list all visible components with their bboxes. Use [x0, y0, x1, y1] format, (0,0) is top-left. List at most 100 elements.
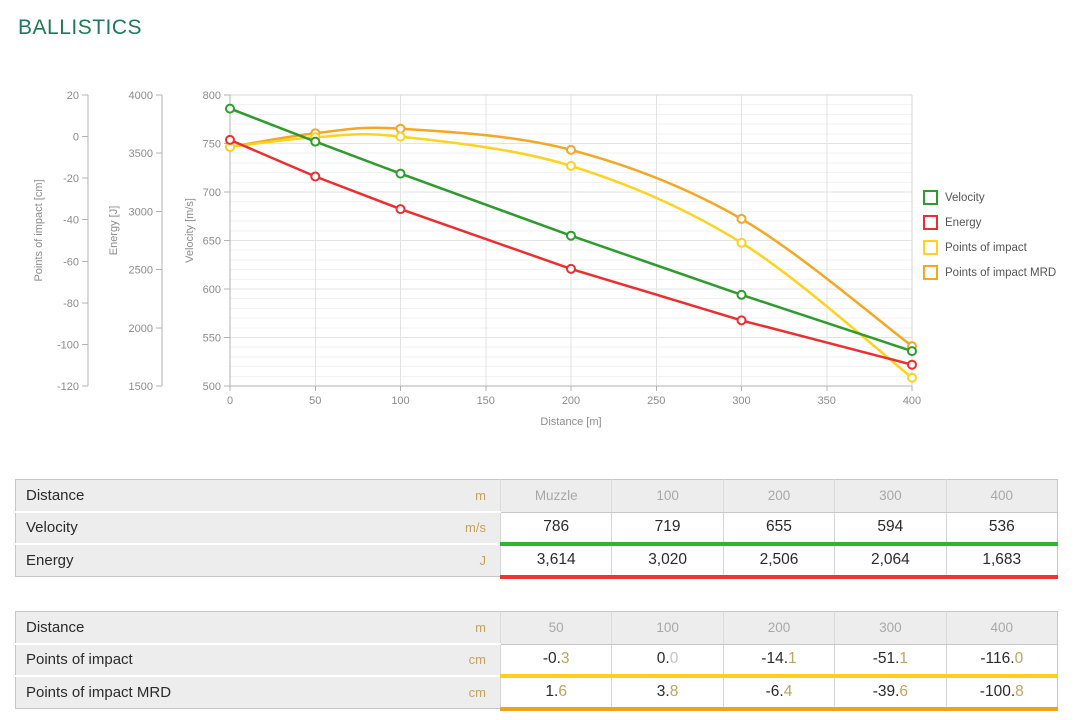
- marker-velocity-200[interactable]: [566, 230, 576, 241]
- marker-energy-400[interactable]: [907, 359, 917, 370]
- y-tick-label: 20: [67, 90, 79, 102]
- row-unit: m: [438, 611, 501, 645]
- value-decimal-part: 6: [558, 683, 567, 700]
- legend-swatch-icon: [923, 265, 938, 280]
- value-integer-part: -6.: [765, 683, 784, 700]
- legend-label: Points of impact: [945, 241, 1027, 254]
- x-tick-label: 50: [309, 395, 321, 407]
- y-tick-label: 2000: [129, 323, 153, 335]
- series-line-energy: [228, 138, 914, 366]
- y-tick-label: -20: [63, 173, 79, 185]
- y-tick-label: 4000: [129, 90, 153, 102]
- marker-velocity-0[interactable]: [225, 103, 235, 114]
- legend-item-velocity[interactable]: Velocity: [923, 190, 1056, 205]
- y-tick-label: 600: [203, 284, 221, 296]
- marker-points-of-impact-mrd-200[interactable]: [566, 144, 576, 155]
- y-tick-label: 800: [203, 90, 221, 102]
- velocity-value-2: 655: [722, 512, 835, 546]
- value-decimal-part: 6: [899, 683, 909, 700]
- energy-value-3: 2,064: [834, 543, 947, 579]
- row-label: Points of impact MRD: [15, 675, 439, 709]
- distance-column-100: 100: [611, 611, 724, 645]
- legend-swatch-icon: [923, 240, 938, 255]
- value-integer-part: -51.: [872, 650, 900, 667]
- value-decimal-part: 0: [669, 650, 679, 667]
- distance-column-300: 300: [834, 479, 947, 513]
- y-tick-label: 1500: [129, 381, 153, 393]
- x-tick-label: 400: [903, 395, 921, 407]
- marker-points-of-impact-mrd-100[interactable]: [395, 123, 406, 134]
- y-tick-label: -80: [63, 298, 79, 310]
- x-tick-label: 150: [477, 395, 495, 407]
- distance-header-row: Distance m Muzzle 100 200 300 400: [15, 479, 1058, 513]
- page-title: BALLISTICS: [18, 16, 143, 39]
- marker-velocity-50[interactable]: [310, 136, 321, 147]
- value-decimal-part: 1: [788, 650, 797, 667]
- distance-column-200: 200: [722, 611, 835, 645]
- series-velocity: [225, 103, 917, 357]
- value-integer-part: 1.: [545, 683, 559, 700]
- distance-column-50: 50: [499, 611, 612, 645]
- marker-points-of-impact-300[interactable]: [736, 237, 747, 248]
- marker-points-of-impact-mrd-300[interactable]: [736, 213, 747, 224]
- y-tick-label: 750: [203, 139, 221, 151]
- velocity-value-3: 594: [834, 512, 947, 546]
- distance-column-400: 400: [945, 479, 1058, 513]
- y-tick-label: 650: [203, 236, 221, 248]
- legend-item-points-of-impact-mrd[interactable]: Points of impact MRD: [923, 265, 1057, 280]
- y-tick-label: -60: [63, 256, 79, 268]
- y-tick-label: -40: [63, 215, 79, 227]
- value-decimal-part: 3: [560, 650, 570, 667]
- marker-energy-100[interactable]: [395, 204, 406, 215]
- x-tick-label: 200: [562, 395, 580, 407]
- points-of-impact-mrd-value-2: -6.4: [722, 675, 835, 711]
- distance-header-row: Distance m 50 100 200 300 400: [15, 611, 1058, 645]
- velocity-energy-table: Distance m Muzzle 100 200 300 400 Velocity m/s 78…: [15, 479, 1058, 579]
- distance-column-100: 100: [611, 479, 724, 513]
- y-tick-label: 3000: [129, 206, 153, 218]
- legend-label: Energy: [945, 216, 982, 229]
- row-label: Distance: [15, 479, 439, 513]
- ballistics-chart: 20 0 -20 -40 -60 -80 -100 -120 Points of impact …: [0, 85, 1083, 460]
- y-tick-label: 3500: [129, 148, 153, 160]
- marker-velocity-300[interactable]: [736, 289, 747, 300]
- row-label: Velocity: [15, 512, 439, 545]
- velocity-value-0: 786: [499, 512, 612, 546]
- value-decimal-part: 8: [1015, 683, 1024, 700]
- y-tick-label: -100: [57, 339, 79, 351]
- x-tick-label: 250: [647, 395, 665, 407]
- x-tick-label: 350: [818, 395, 836, 407]
- legend-item-energy[interactable]: Energy: [923, 215, 1056, 230]
- velocity-value-4: 536: [945, 512, 1058, 546]
- velocity-row: Velocity m/s 786 719 655 594 536: [15, 512, 1058, 546]
- energy-value-4: 1,683: [945, 543, 1058, 579]
- value-integer-part: -100.: [979, 683, 1016, 700]
- marker-energy-200[interactable]: [566, 263, 576, 274]
- value-integer-part: 0.: [656, 650, 670, 667]
- distance-column-300: 300: [834, 611, 947, 645]
- marker-velocity-100[interactable]: [395, 168, 406, 179]
- marker-points-of-impact-100[interactable]: [395, 131, 406, 142]
- y-tick-label: 0: [73, 132, 79, 144]
- marker-energy-50[interactable]: [310, 171, 321, 182]
- row-unit: m/s: [438, 512, 501, 545]
- marker-energy-0[interactable]: [225, 134, 235, 145]
- y-tick-label: 700: [203, 187, 221, 199]
- series-line-velocity: [228, 107, 914, 353]
- row-unit: m: [438, 479, 501, 513]
- marker-points-of-impact-200[interactable]: [566, 160, 576, 171]
- legend-item-points-of-impact[interactable]: Points of impact: [923, 240, 1056, 255]
- legend-label: Points of impact MRD: [945, 266, 1057, 279]
- x-tick-label: 300: [732, 395, 750, 407]
- points-of-impact-value-1: 0.0: [611, 644, 724, 678]
- value-decimal-part: 0: [1014, 650, 1024, 667]
- marker-energy-300[interactable]: [736, 315, 747, 326]
- row-unit: cm: [438, 644, 501, 677]
- y-axis-title-velocity: Velocity [m/s]: [184, 198, 196, 263]
- marker-velocity-400[interactable]: [907, 346, 917, 357]
- marker-points-of-impact-400[interactable]: [907, 372, 917, 383]
- y-axis-title-energy: Energy [J]: [108, 206, 120, 256]
- y-tick-label: 2500: [129, 265, 153, 277]
- points-of-impact-value-0: -0.3: [499, 644, 612, 678]
